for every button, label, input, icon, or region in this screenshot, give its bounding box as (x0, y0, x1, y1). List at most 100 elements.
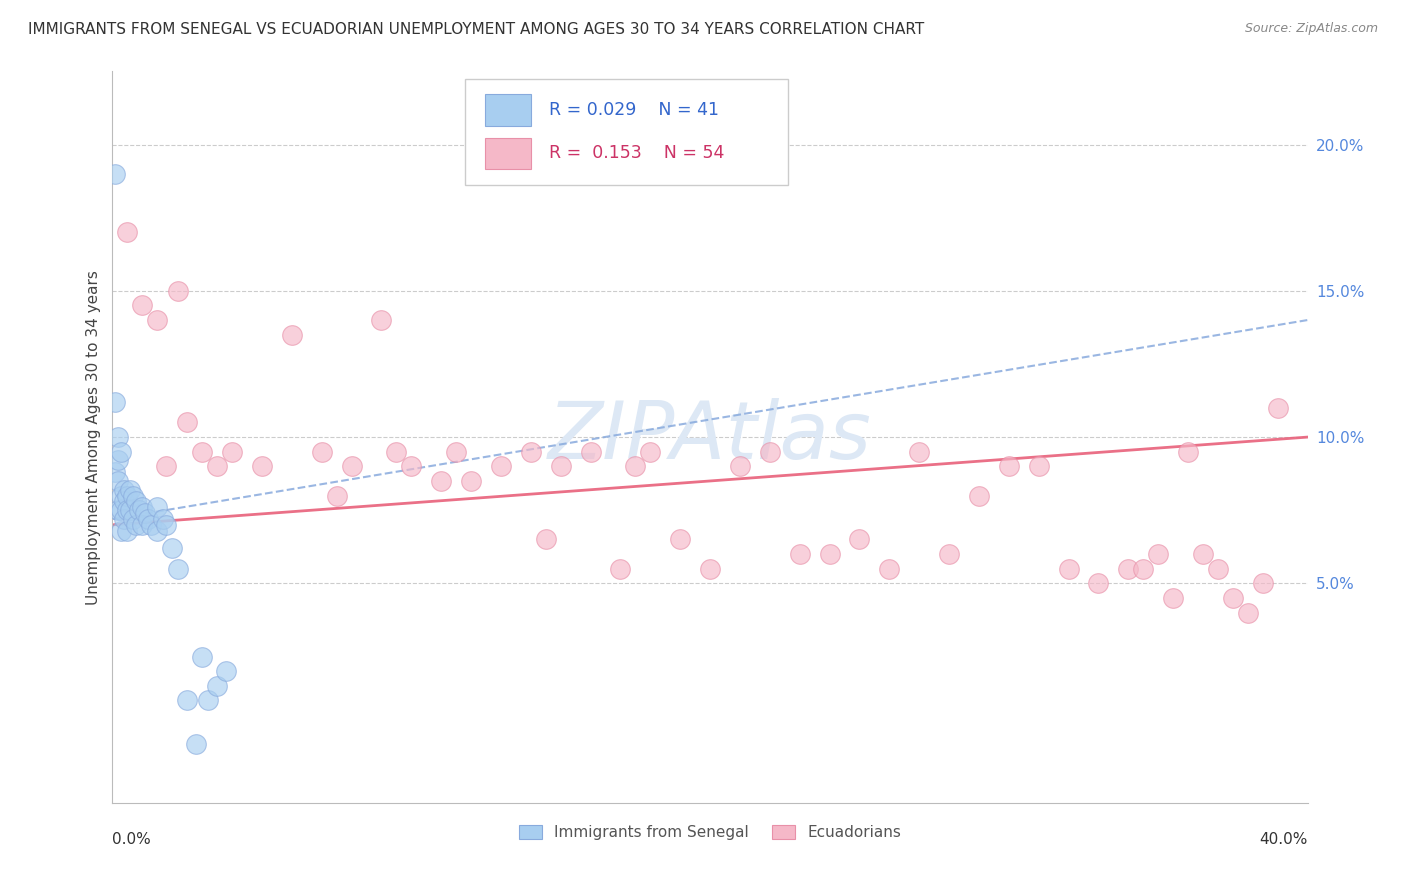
Point (1237, 606, 1260, 620)
Point (110, 489, 132, 503)
Point (120, 503, 142, 517)
Point (131, 500, 153, 515)
Point (1177, 444, 1199, 458)
Point (125, 517, 148, 532)
Point (104, 167, 127, 181)
Text: 40.0%: 40.0% (1260, 832, 1308, 847)
Point (1192, 547, 1215, 561)
Point (938, 547, 960, 561)
Point (122, 489, 145, 503)
Point (669, 533, 692, 547)
Point (311, 444, 333, 458)
Legend: Immigrants from Senegal, Ecuadorians: Immigrants from Senegal, Ecuadorians (513, 819, 907, 847)
Point (107, 474, 129, 488)
Point (534, 533, 557, 547)
Point (385, 444, 408, 458)
Point (186, 737, 208, 751)
Point (104, 395, 127, 409)
Point (120, 483, 142, 497)
Point (401, 459, 423, 474)
Point (624, 459, 647, 474)
FancyBboxPatch shape (485, 95, 531, 126)
Point (122, 512, 145, 526)
Point (340, 459, 363, 474)
Point (117, 524, 139, 538)
Point (640, 444, 662, 458)
Point (430, 474, 453, 488)
Point (117, 503, 139, 517)
Point (152, 512, 174, 526)
Point (162, 541, 183, 556)
Point (205, 459, 228, 474)
Point (325, 489, 347, 503)
Point (281, 327, 304, 342)
Point (141, 517, 163, 532)
Point (114, 483, 135, 497)
Point (114, 512, 135, 526)
Point (460, 474, 482, 488)
Text: IMMIGRANTS FROM SENEGAL VS ECUADORIAN UNEMPLOYMENT AMONG AGES 30 TO 34 YEARS COR: IMMIGRANTS FROM SENEGAL VS ECUADORIAN UN… (28, 22, 924, 37)
Point (146, 500, 169, 515)
Point (489, 459, 512, 474)
Point (520, 444, 543, 458)
Point (205, 679, 228, 693)
Point (728, 459, 751, 474)
Point (1057, 562, 1080, 576)
Point (699, 562, 721, 576)
Point (110, 503, 132, 517)
Point (107, 503, 129, 517)
Point (609, 562, 631, 576)
FancyBboxPatch shape (485, 137, 531, 169)
Point (1206, 562, 1229, 576)
Point (128, 503, 150, 517)
Point (197, 693, 219, 707)
Point (1118, 562, 1140, 576)
Point (110, 524, 132, 538)
Point (1251, 576, 1274, 591)
Point (1161, 591, 1184, 605)
Point (215, 664, 238, 678)
Point (879, 562, 901, 576)
Point (134, 506, 156, 520)
Point (1028, 459, 1050, 474)
Point (138, 512, 160, 526)
Point (146, 524, 169, 538)
Point (155, 459, 177, 474)
Point (818, 547, 841, 561)
Point (1087, 576, 1109, 591)
Point (789, 547, 811, 561)
Point (110, 444, 132, 458)
Point (1147, 547, 1170, 561)
Point (444, 444, 467, 458)
Point (117, 225, 139, 239)
Point (131, 517, 153, 532)
Text: R = 0.029    N = 41: R = 0.029 N = 41 (548, 101, 718, 119)
Point (104, 465, 127, 479)
Point (579, 444, 602, 458)
Point (176, 416, 198, 430)
Point (967, 489, 990, 503)
Point (191, 444, 214, 458)
Point (167, 562, 190, 576)
Text: Source: ZipAtlas.com: Source: ZipAtlas.com (1244, 22, 1378, 36)
Text: ZIPAtlas: ZIPAtlas (548, 398, 872, 476)
Point (759, 444, 782, 458)
Point (848, 533, 870, 547)
Point (125, 494, 148, 508)
Point (176, 693, 198, 707)
Text: 0.0%: 0.0% (112, 832, 152, 847)
Point (908, 444, 931, 458)
Point (107, 453, 129, 467)
FancyBboxPatch shape (465, 78, 787, 185)
Point (1132, 562, 1154, 576)
Point (998, 459, 1021, 474)
Y-axis label: Unemployment Among Ages 30 to 34 years: Unemployment Among Ages 30 to 34 years (86, 269, 101, 605)
Text: R =  0.153    N = 54: R = 0.153 N = 54 (548, 145, 724, 162)
Point (191, 649, 214, 664)
Point (1267, 401, 1289, 415)
Point (370, 313, 392, 327)
Point (107, 430, 129, 444)
Point (1222, 591, 1244, 605)
Point (550, 459, 572, 474)
Point (221, 444, 243, 458)
